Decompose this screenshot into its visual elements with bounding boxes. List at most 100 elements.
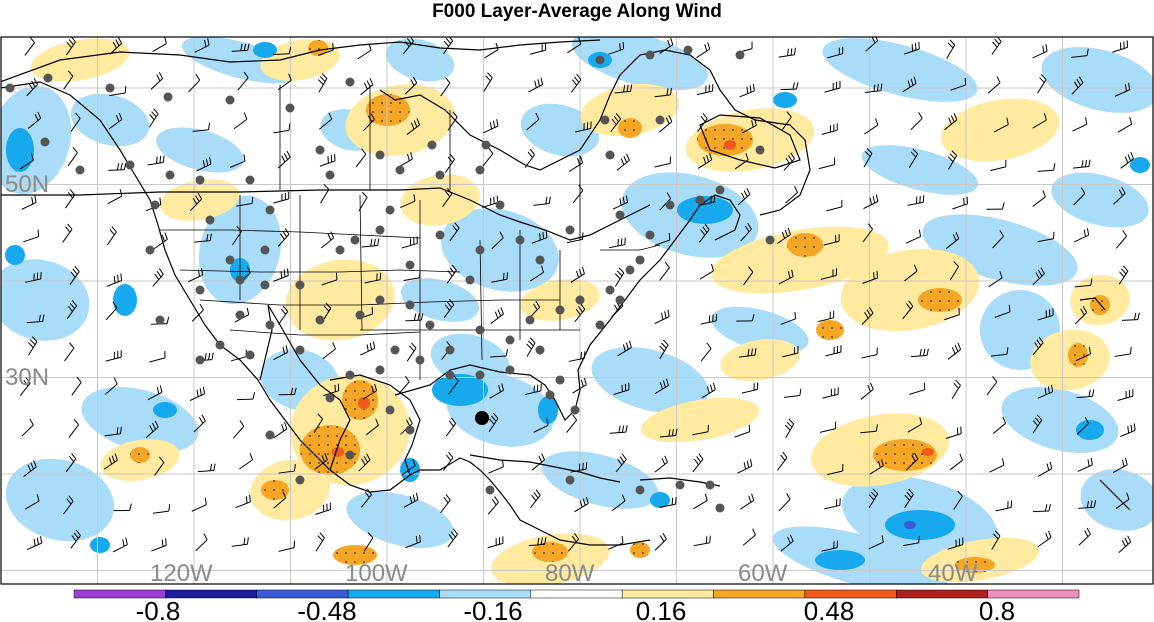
wind-barb-flag [669,87,672,95]
wind-barb [734,431,750,438]
station-marker [405,260,415,270]
wind-barb-flag [538,455,543,463]
station-marker [375,365,385,375]
wind-barb-flag [794,311,797,319]
wind-barb-flag [120,273,123,281]
wind-barb [526,342,536,357]
wind-barb-flag [786,111,792,118]
wind-barb [613,389,630,396]
wind-barb-flag [448,534,454,541]
wind-barb-flag [282,491,287,499]
wind-barb [946,44,956,59]
wind-barb-flag [531,494,537,502]
wind-barb [321,279,338,286]
wind-barb-flag [415,536,418,544]
wind-barb-flag [159,155,162,164]
wind-barb-flag [406,419,411,427]
wind-barb-flag [125,537,128,545]
wind-barb [822,393,839,399]
wind-barb [449,227,460,242]
contour-region [30,38,130,82]
wind-barb-flag [330,155,333,163]
wind-barb-flag [364,491,370,498]
wind-barb [1112,46,1128,53]
wind-barb [108,119,123,130]
wind-barb-flag [950,115,955,123]
station-marker [475,245,485,255]
wind-barb [359,347,375,356]
wind-barb [1037,238,1054,243]
wind-barb-flag [784,424,791,431]
wind-barb-flag [667,39,671,47]
station-markers [5,45,775,513]
wind-barb-flag [1121,186,1126,194]
wind-barb-flag [792,82,795,90]
wind-barb-flag [118,112,123,120]
station-marker [605,285,615,295]
station-marker [195,355,205,365]
wind-barb-flag [866,148,873,154]
wind-barb-flag [447,270,453,277]
wind-barb-flag [201,414,206,422]
wind-barb-flag [1124,84,1127,92]
wind-barb-flag [33,78,39,85]
wind-barb-flag [1078,76,1084,84]
wind-barb-flag [583,377,587,385]
contour-region [400,458,420,482]
wind-barb-flag [199,388,202,396]
wind-barb-flag [578,37,582,45]
wind-barb-flag [325,302,332,309]
wind-barb [104,433,121,437]
wind-barb-flag [1092,389,1095,397]
wind-barb-flag [1045,44,1048,52]
wind-barb-flag [449,267,455,274]
contour-region [538,396,558,424]
wind-barb-flag [503,272,505,280]
wind-barb-flag [23,380,29,387]
wind-barb-flag [752,528,756,536]
wind-barb-flag [161,234,165,242]
wind-barb-flag [585,462,588,470]
station-marker [565,225,575,235]
wind-barb [1037,169,1054,172]
wind-barb-flag [492,412,499,419]
wind-barb [230,356,247,362]
wind-barb-flag [448,451,454,459]
wind-barb-flag [623,85,626,93]
station-marker [265,205,275,215]
wind-barb-flag [919,348,922,357]
wind-barb-flag [749,459,753,467]
colorbar-label-neg-0-48: -0.48 [297,596,356,622]
wind-barb [403,277,420,281]
wind-barb [1037,314,1054,321]
wind-barb [659,503,676,508]
wind-barb [403,499,419,508]
wind-barb [273,275,289,282]
wind-barb-flag [419,534,421,542]
wind-barb-flag [361,191,368,198]
wind-barb-flag [748,266,754,273]
wind-barb-flag [877,460,881,468]
wind-barb-flag [71,535,77,542]
contour-region [1051,172,1149,228]
wind-barb [318,49,334,56]
wind-barb [951,385,961,400]
station-marker [625,265,635,275]
wind-barb-flag [1133,312,1137,320]
wind-barb [65,458,77,473]
wind-barb [659,121,673,133]
station-marker [345,77,355,87]
wind-barb-flag [951,347,956,354]
wind-barb [611,500,626,512]
wind-barb-flag [1086,527,1091,535]
wind-barb-flag [117,37,123,44]
station-marker [435,170,445,180]
wind-barb-flag [867,384,872,392]
wind-barb [448,380,459,395]
wind-barb [783,394,800,398]
wind-barb-flag [71,300,78,307]
wind-barb-flag [75,529,81,536]
station-marker [715,503,725,513]
wind-barb-flag [453,375,459,382]
